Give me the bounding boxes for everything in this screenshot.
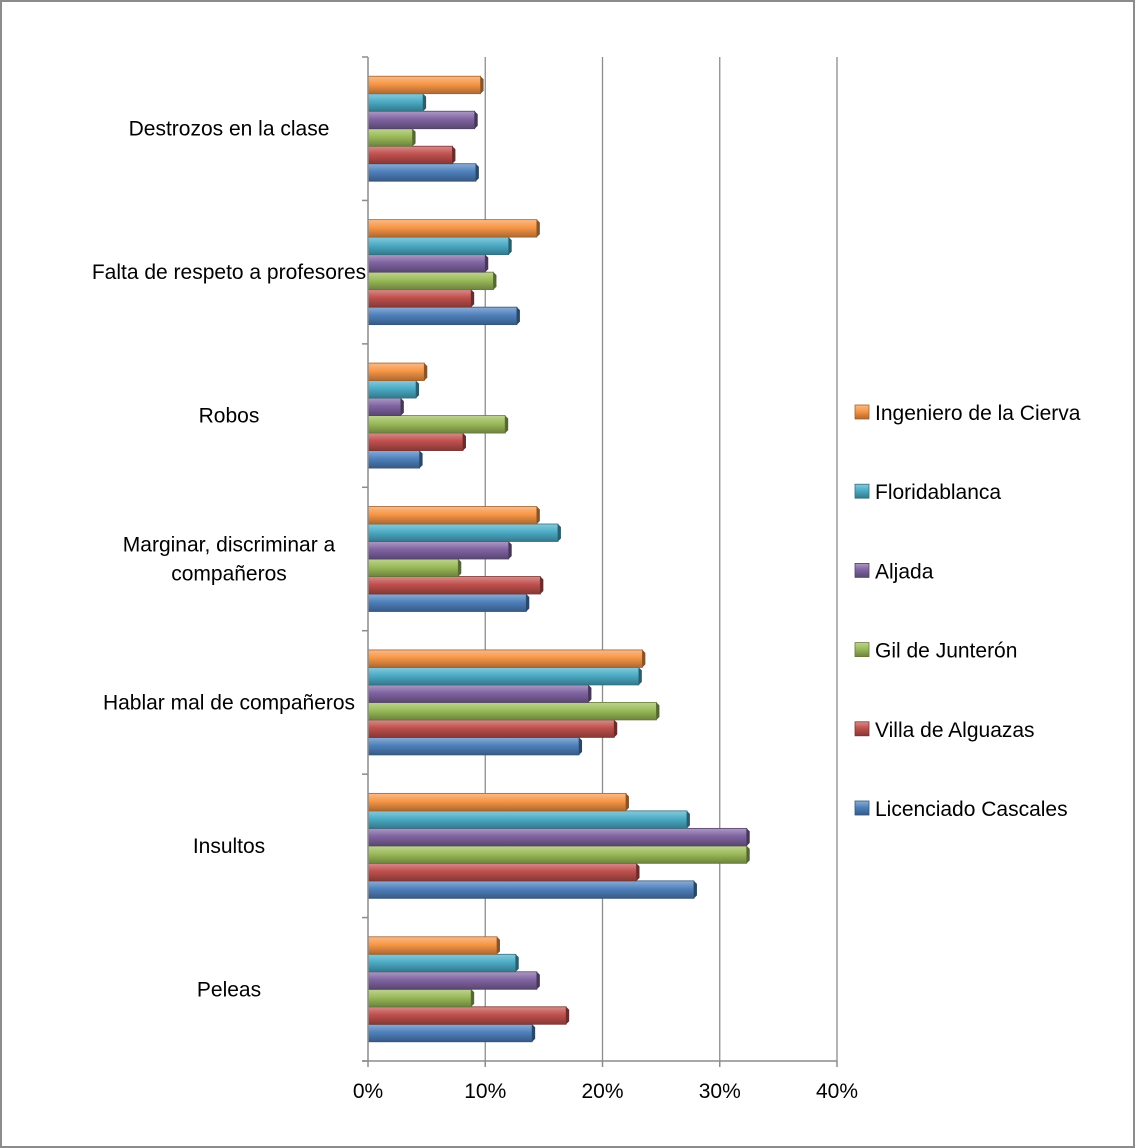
bar-floridablanca-falta-de-respeto-a-profesores bbox=[367, 236, 512, 256]
category-label-hablar-mal-de-companeros: Hablar mal de compañeros bbox=[103, 691, 355, 714]
category-label-robos: Robos bbox=[199, 405, 260, 428]
legend-item-licenciado-cascales: Licenciado Cascales bbox=[854, 798, 1068, 821]
bar-villa-de-alguazas-destrozos-en-la-clase bbox=[367, 145, 456, 165]
bar-ingeniero-de-la-cierva-marginar-discriminar-a-companeros bbox=[367, 506, 540, 525]
bar-licenciado-cascales-destrozos-en-la-clase bbox=[367, 163, 479, 182]
bar-floridablanca-peleas bbox=[367, 953, 519, 973]
category-label-destrozos-en-la-clase: Destrozos en la clase bbox=[129, 118, 330, 141]
x-tick-label: 30% bbox=[699, 1080, 741, 1103]
x-tick-label: 20% bbox=[581, 1080, 623, 1103]
bar-aljada-insultos bbox=[367, 827, 750, 847]
legend-swatch bbox=[854, 721, 870, 737]
legend-item-villa-de-alguazas: Villa de Alguazas bbox=[854, 719, 1035, 742]
legend-swatch bbox=[854, 563, 870, 578]
legend-label: Licenciado Cascales bbox=[875, 798, 1068, 821]
bar-licenciado-cascales-hablar-mal-de-companeros bbox=[367, 737, 583, 756]
category-label-falta-de-respeto-a-profesores: Falta de respeto a profesores bbox=[92, 261, 366, 284]
bar-villa-de-alguazas-marginar-discriminar-a-companeros bbox=[367, 576, 544, 595]
legend-label: Gil de Junterón bbox=[875, 640, 1017, 663]
category-label-marginar-discriminar-a-companeros: Marginar, discriminar a compañeros bbox=[123, 534, 336, 586]
bars bbox=[367, 75, 750, 1043]
bar-aljada-robos bbox=[367, 397, 404, 416]
bar-aljada-falta-de-respeto-a-profesores bbox=[367, 254, 489, 273]
bar-gil-de-junteron-robos bbox=[367, 415, 509, 434]
bar-gil-de-junteron-insultos bbox=[367, 845, 750, 864]
category-labels: Peleas Insultos Hablar mal de compañeros Ma… bbox=[92, 118, 366, 1002]
legend-swatch bbox=[854, 483, 870, 499]
bar-floridablanca-hablar-mal-de-companeros bbox=[367, 667, 642, 686]
bar-gil-de-junteron-falta-de-respeto-a-profesores bbox=[367, 271, 497, 291]
bar-villa-de-alguazas-robos bbox=[367, 432, 466, 451]
bar-aljada-hablar-mal-de-companeros bbox=[367, 684, 592, 703]
bar-villa-de-alguazas-hablar-mal-de-companeros bbox=[367, 719, 618, 738]
legend-item-aljada: Aljada bbox=[854, 560, 934, 583]
bar-floridablanca-robos bbox=[367, 380, 420, 399]
axes bbox=[362, 56, 838, 1067]
x-tick-label: 0% bbox=[353, 1080, 383, 1103]
category-label-insultos: Insultos bbox=[193, 835, 265, 858]
category-label-peleas: Peleas bbox=[197, 978, 261, 1001]
bar-licenciado-cascales-insultos bbox=[367, 880, 697, 899]
bar-gil-de-junteron-peleas bbox=[367, 988, 475, 1008]
bar-gil-de-junteron-destrozos-en-la-clase bbox=[367, 128, 416, 147]
x-tick-label: 40% bbox=[816, 1080, 858, 1103]
bar-gil-de-junteron-hablar-mal-de-companeros bbox=[367, 702, 660, 721]
bar-villa-de-alguazas-falta-de-respeto-a-profesores bbox=[367, 289, 475, 308]
legend-swatch bbox=[854, 800, 870, 816]
bar-licenciado-cascales-marginar-discriminar-a-companeros bbox=[367, 593, 530, 612]
legend-label: Ingeniero de la Cierva bbox=[875, 402, 1081, 425]
bar-floridablanca-marginar-discriminar-a-companeros bbox=[367, 523, 561, 542]
bar-ingeniero-de-la-cierva-robos bbox=[367, 362, 428, 381]
bar-villa-de-alguazas-insultos bbox=[367, 862, 640, 882]
bar-gil-de-junteron-marginar-discriminar-a-companeros bbox=[367, 558, 462, 577]
legend-label: Aljada bbox=[875, 560, 934, 583]
bar-ingeniero-de-la-cierva-hablar-mal-de-companeros bbox=[367, 649, 646, 668]
bar-aljada-destrozos-en-la-clase bbox=[367, 110, 478, 130]
bar-ingeniero-de-la-cierva-peleas bbox=[367, 936, 500, 955]
x-tick-labels: 0% 10% 20% 30% 40% bbox=[353, 1080, 858, 1103]
bar-licenciado-cascales-peleas bbox=[367, 1023, 536, 1043]
bar-aljada-marginar-discriminar-a-companeros bbox=[367, 541, 512, 560]
bar-licenciado-cascales-falta-de-respeto-a-profesores bbox=[367, 306, 520, 326]
bar-aljada-peleas bbox=[367, 971, 540, 990]
legend-item-gil-de-junteron: Gil de Junterón bbox=[854, 640, 1017, 663]
legend-item-floridablanca: Floridablanca bbox=[854, 481, 1001, 504]
legend-item-ingeniero-de-la-cierva: Ingeniero de la Cierva bbox=[854, 402, 1081, 425]
bar-villa-de-alguazas-peleas bbox=[367, 1006, 570, 1025]
x-tick-label: 10% bbox=[464, 1080, 506, 1103]
bar-floridablanca-destrozos-en-la-clase bbox=[367, 93, 427, 112]
bar-ingeniero-de-la-cierva-insultos bbox=[367, 792, 629, 812]
legend-swatch bbox=[854, 642, 870, 657]
legend: Ingeniero de la Cierva Floridablanca Aljad… bbox=[854, 402, 1081, 821]
legend-swatch bbox=[854, 404, 870, 420]
bar-ingeniero-de-la-cierva-destrozos-en-la-clase bbox=[367, 75, 484, 95]
legend-label: Villa de Alguazas bbox=[875, 719, 1035, 742]
bar-ingeniero-de-la-cierva-falta-de-respeto-a-profesores bbox=[367, 219, 540, 238]
bar-floridablanca-insultos bbox=[367, 810, 690, 829]
legend-label: Floridablanca bbox=[875, 481, 1001, 504]
bar-licenciado-cascales-robos bbox=[367, 450, 423, 469]
